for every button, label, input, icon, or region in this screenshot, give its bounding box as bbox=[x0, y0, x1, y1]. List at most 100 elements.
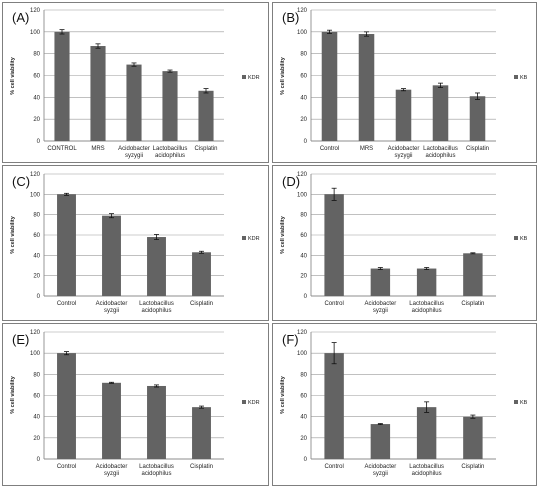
x-tick-label-b-3-line2: acidophilus bbox=[425, 153, 455, 159]
y-tick-label-b-5: 100 bbox=[297, 30, 308, 36]
bar-b-4 bbox=[469, 96, 486, 141]
bar-a-1 bbox=[90, 46, 106, 141]
x-tick-label-c-0: Control bbox=[57, 301, 76, 307]
y-tick-label-d-4: 80 bbox=[300, 213, 307, 219]
x-tick-label-d-1-line2: syzgii bbox=[373, 308, 388, 314]
y-tick-label-d-0: 0 bbox=[304, 294, 308, 300]
bar-a-3 bbox=[162, 71, 178, 141]
legend-label-d: KB bbox=[520, 236, 528, 242]
y-tick-label-b-3: 60 bbox=[300, 74, 307, 80]
x-tick-label-b-1: MRS bbox=[360, 146, 373, 152]
bar-d-2 bbox=[416, 268, 437, 296]
x-tick-label-c-2-line2: acidophilus bbox=[141, 308, 171, 314]
bar-d-1 bbox=[370, 268, 391, 296]
bar-a-4 bbox=[198, 90, 214, 141]
y-tick-label-d-3: 60 bbox=[300, 233, 307, 239]
bar-b-2 bbox=[395, 89, 412, 141]
x-tick-label-e-1-line2: syzgii bbox=[104, 471, 119, 477]
x-tick-label-c-2: Lactobacillus bbox=[139, 301, 174, 307]
y-tick-label-c-1: 20 bbox=[33, 274, 40, 280]
x-tick-label-e-2-line2: acidophilus bbox=[141, 471, 171, 477]
x-tick-label-d-0: Control bbox=[324, 301, 343, 307]
x-tick-label-d-2-line2: acidophilus bbox=[412, 308, 442, 314]
legend-swatch-f bbox=[514, 400, 518, 404]
y-axis-title-a: % cell viability bbox=[10, 56, 16, 95]
y-tick-label-c-3: 60 bbox=[33, 233, 40, 239]
x-tick-label-e-0: Control bbox=[57, 464, 76, 470]
x-tick-label-e-1: Acidobacter bbox=[96, 464, 128, 470]
bar-d-3 bbox=[463, 253, 483, 296]
bar-f-2 bbox=[416, 407, 437, 459]
legend-swatch-c bbox=[242, 236, 246, 240]
legend-label-f: KB bbox=[520, 400, 528, 406]
y-tick-label-f-0: 0 bbox=[304, 457, 308, 463]
legend-swatch-e bbox=[242, 400, 246, 404]
bar-d-0 bbox=[324, 194, 344, 296]
x-tick-label-f-2: Lactobacillus bbox=[409, 464, 444, 470]
legend-label-c: KDR bbox=[248, 236, 260, 242]
y-tick-label-f-4: 80 bbox=[300, 372, 307, 378]
x-tick-label-f-3: Cisplatin bbox=[461, 464, 484, 470]
y-axis-title-b: % cell viability bbox=[280, 56, 286, 95]
legend-swatch-b bbox=[514, 75, 518, 79]
y-tick-label-a-6: 120 bbox=[30, 8, 41, 14]
y-tick-label-b-4: 80 bbox=[300, 52, 307, 58]
y-tick-label-c-5: 100 bbox=[30, 192, 41, 198]
y-tick-label-e-3: 60 bbox=[33, 394, 40, 400]
y-tick-label-e-1: 20 bbox=[33, 436, 40, 442]
x-tick-label-b-2-line2: syzygii bbox=[394, 153, 412, 159]
bar-f-3 bbox=[463, 416, 483, 459]
x-tick-label-f-0: Control bbox=[324, 464, 343, 470]
legend-label-e: KDR bbox=[248, 400, 260, 406]
y-tick-label-f-1: 20 bbox=[300, 436, 307, 442]
bar-e-1 bbox=[102, 382, 121, 459]
x-tick-label-b-2: Acidobacter bbox=[388, 146, 420, 152]
y-tick-label-a-1: 20 bbox=[33, 117, 40, 123]
y-tick-label-a-2: 40 bbox=[33, 95, 40, 101]
legend-swatch-d bbox=[514, 236, 518, 240]
x-tick-label-b-3: Lactobacillus bbox=[423, 146, 458, 152]
y-tick-label-b-6: 120 bbox=[297, 8, 308, 14]
panel-label-f: (F) bbox=[282, 332, 299, 347]
y-tick-label-e-4: 80 bbox=[33, 372, 40, 378]
legend-label-a: KDR bbox=[248, 75, 260, 81]
x-tick-label-d-1: Acidobacter bbox=[365, 301, 397, 307]
y-tick-label-a-5: 100 bbox=[30, 30, 41, 36]
y-axis-title-d: % cell viability bbox=[280, 215, 286, 254]
x-tick-label-b-0: Control bbox=[320, 146, 339, 152]
bar-b-1 bbox=[358, 34, 375, 142]
y-tick-label-b-2: 40 bbox=[300, 95, 307, 101]
bar-f-0 bbox=[324, 353, 344, 459]
y-tick-label-f-2: 40 bbox=[300, 415, 307, 421]
y-axis-title-f: % cell viability bbox=[280, 375, 286, 414]
x-tick-label-f-1: Acidobacter bbox=[365, 464, 397, 470]
y-tick-label-b-0: 0 bbox=[304, 139, 308, 145]
y-tick-label-a-3: 60 bbox=[33, 74, 40, 80]
bar-b-0 bbox=[321, 31, 338, 141]
y-tick-label-e-0: 0 bbox=[37, 457, 41, 463]
x-tick-label-d-3: Cisplatin bbox=[461, 301, 484, 307]
y-tick-label-e-5: 100 bbox=[30, 351, 41, 357]
panel-label-b: (B) bbox=[282, 10, 299, 25]
x-tick-label-a-4: Cisplatin bbox=[194, 146, 217, 152]
y-tick-label-f-6: 120 bbox=[297, 330, 308, 336]
chart-panel-c bbox=[2, 165, 269, 321]
panel-label-a: (A) bbox=[12, 10, 29, 25]
x-tick-label-a-3-line2: acidophilus bbox=[155, 153, 185, 159]
x-tick-label-d-2: Lactobacillus bbox=[409, 301, 444, 307]
y-tick-label-a-4: 80 bbox=[33, 52, 40, 58]
bar-e-0 bbox=[57, 353, 76, 459]
y-tick-label-f-3: 60 bbox=[300, 394, 307, 400]
x-tick-label-a-0: CONTROL bbox=[47, 146, 77, 152]
y-tick-label-d-5: 100 bbox=[297, 192, 308, 198]
y-tick-label-d-1: 20 bbox=[300, 274, 307, 280]
x-tick-label-c-3: Cisplatin bbox=[190, 301, 213, 307]
y-tick-label-d-2: 40 bbox=[300, 253, 307, 259]
bar-c-0 bbox=[57, 194, 76, 296]
y-tick-label-e-2: 40 bbox=[33, 415, 40, 421]
bar-a-2 bbox=[126, 64, 142, 141]
bar-b-3 bbox=[432, 85, 449, 141]
x-tick-label-e-3: Cisplatin bbox=[190, 464, 213, 470]
y-axis-title-c: % cell viability bbox=[10, 215, 16, 254]
